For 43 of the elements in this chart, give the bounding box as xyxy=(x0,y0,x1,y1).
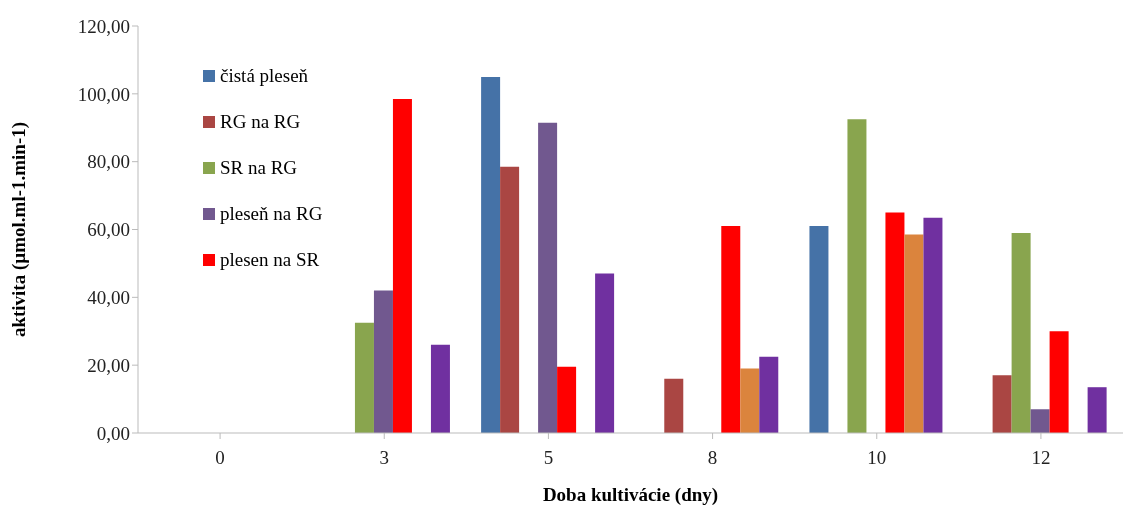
y-tick-label: 40,00 xyxy=(87,287,130,309)
bar xyxy=(538,122,558,433)
bar xyxy=(1087,387,1107,433)
legend-label: RG na RG xyxy=(220,110,301,134)
bar xyxy=(392,98,412,433)
bar xyxy=(740,368,760,433)
bar xyxy=(557,366,577,433)
bar xyxy=(430,344,450,433)
bar xyxy=(1049,331,1069,433)
x-tick-label: 8 xyxy=(707,447,718,469)
bar xyxy=(904,234,924,433)
y-tick-label: 80,00 xyxy=(87,151,130,173)
bar xyxy=(721,226,741,433)
x-tick-label: 5 xyxy=(543,447,554,469)
x-tick-label: 12 xyxy=(1031,447,1051,469)
legend-label: čistá pleseň xyxy=(220,64,309,88)
y-tick-label: 60,00 xyxy=(87,219,130,241)
bar xyxy=(885,212,905,433)
y-axis-title: aktivita (µmol.ml-1.min-1) xyxy=(7,121,30,338)
bar xyxy=(595,273,615,433)
y-tick-label: 120,00 xyxy=(77,15,130,37)
bar xyxy=(809,226,829,433)
legend-label: plesen na SR xyxy=(220,248,320,272)
bar xyxy=(481,76,501,433)
y-tick-label: 20,00 xyxy=(87,354,130,376)
x-axis-title: Doba kultivácie (dny) xyxy=(542,484,719,506)
x-tick-label: 10 xyxy=(867,447,887,469)
bar xyxy=(373,290,393,433)
y-tick-label: 100,00 xyxy=(77,83,130,105)
bar xyxy=(847,119,867,433)
x-tick-label: 3 xyxy=(379,447,389,469)
bar xyxy=(1030,409,1050,433)
x-tick-label: 0 xyxy=(215,447,225,469)
bar xyxy=(923,217,943,433)
bar xyxy=(664,378,684,433)
legend-label: pleseň na RG xyxy=(220,202,323,226)
bar xyxy=(1011,232,1031,433)
bar xyxy=(354,322,374,433)
y-tick-label: 0,00 xyxy=(96,422,130,444)
bar xyxy=(759,356,779,433)
bar xyxy=(500,166,520,433)
legend-label: SR na RG xyxy=(220,156,298,180)
bar xyxy=(992,375,1012,433)
